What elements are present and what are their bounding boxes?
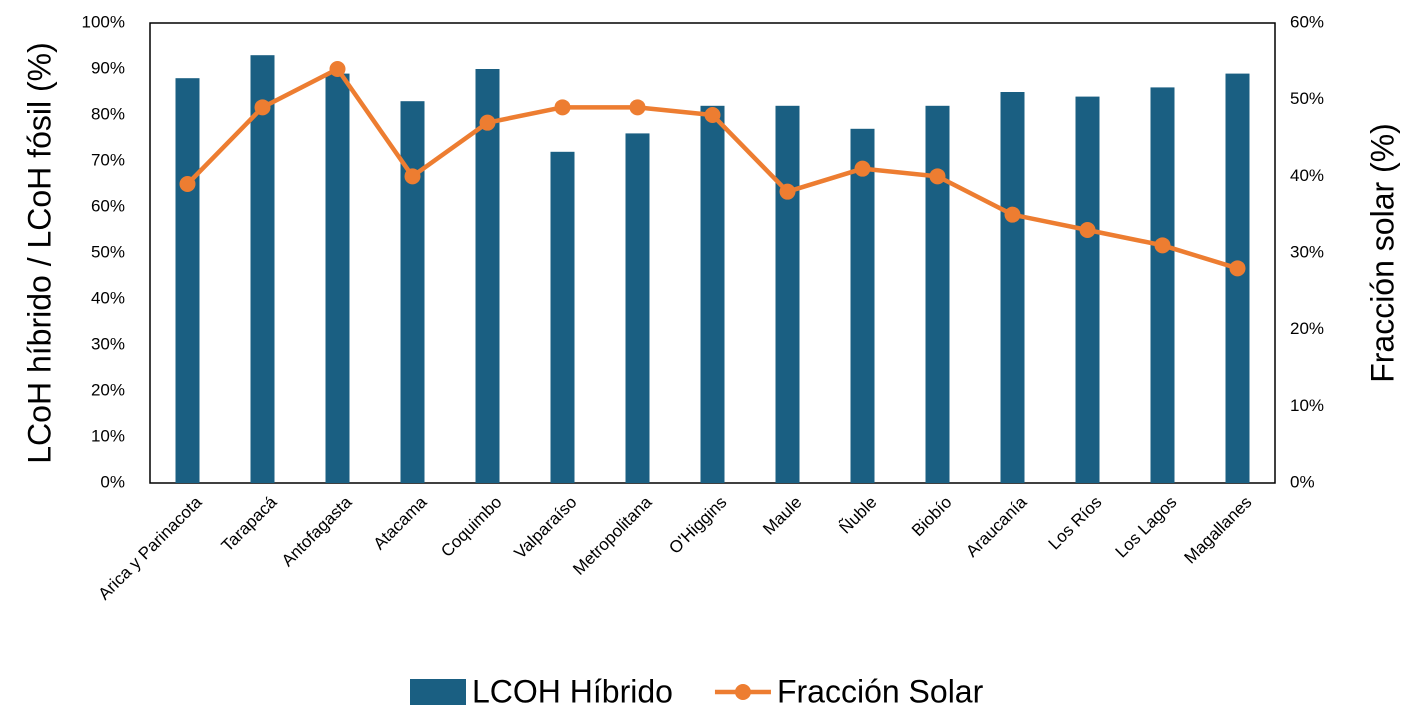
- y-tick-label: 0%: [100, 472, 125, 491]
- y2-tick-label: 20%: [1290, 319, 1324, 338]
- line-marker: [404, 168, 421, 185]
- bar: [1225, 73, 1250, 483]
- x-tick-label: Ñuble: [836, 493, 881, 538]
- y2-tick-label: 60%: [1290, 12, 1324, 31]
- bar: [625, 133, 650, 483]
- x-tick-label: Antofagasta: [278, 492, 356, 570]
- y-tick-label: 70%: [91, 150, 125, 169]
- bar: [925, 105, 950, 484]
- y-tick-label: 100%: [82, 12, 125, 31]
- y-tick-label: 20%: [91, 380, 125, 399]
- line-marker: [629, 99, 646, 116]
- line-marker: [1154, 237, 1171, 254]
- x-tick-label: Coquimbo: [437, 493, 505, 561]
- line-marker: [329, 61, 346, 77]
- line-marker: [854, 160, 871, 177]
- x-tick-label: Atacama: [370, 492, 431, 553]
- bar: [700, 105, 725, 484]
- y2-tick-label: 10%: [1290, 396, 1324, 415]
- y-tick-label: 10%: [91, 426, 125, 445]
- bar: [850, 128, 875, 484]
- y-tick-label: 50%: [91, 242, 125, 261]
- y2-axis-title: Fracción solar (%): [1364, 123, 1400, 383]
- x-tick-label: O'Higgins: [665, 493, 730, 558]
- y-tick-label: 30%: [91, 334, 125, 353]
- x-tick-label: Arica y Parinacota: [95, 492, 206, 603]
- bar: [775, 105, 800, 484]
- y-tick-label: 60%: [91, 196, 125, 215]
- bar: [325, 73, 350, 483]
- y-tick-label: 90%: [91, 58, 125, 77]
- x-tick-label: Araucanía: [962, 492, 1031, 561]
- y-tick-label: 40%: [91, 288, 125, 307]
- bar: [1075, 96, 1100, 483]
- x-tick-label: Los Ríos: [1045, 493, 1106, 554]
- bar: [475, 69, 500, 483]
- bar: [1150, 87, 1175, 484]
- bar: [400, 101, 425, 483]
- line-marker: [479, 114, 496, 131]
- x-tick-label: Biobío: [908, 493, 956, 541]
- line-marker: [254, 99, 271, 116]
- legend-label: LCOH Híbrido: [472, 673, 673, 709]
- line-marker: [704, 107, 721, 123]
- line-marker: [554, 99, 571, 116]
- y-axis-title: LCoH híbrido / LCoH fósil (%): [21, 42, 57, 463]
- line-marker: [1079, 222, 1096, 238]
- x-tick-label: Maule: [759, 493, 805, 539]
- bar: [1000, 92, 1025, 483]
- x-tick-label: Tarapacá: [218, 492, 281, 555]
- line-marker: [929, 168, 946, 185]
- x-tick-label: Valparaíso: [510, 493, 580, 563]
- legend-label: Fracción Solar: [777, 673, 984, 709]
- x-tick-label: Los Lagos: [1112, 493, 1181, 562]
- y2-tick-label: 50%: [1290, 89, 1324, 108]
- y2-tick-label: 40%: [1290, 166, 1324, 185]
- x-tick-label: Metropolitana: [569, 492, 656, 579]
- y2-tick-label: 0%: [1290, 472, 1315, 491]
- x-tick-label: Magallanes: [1181, 493, 1256, 568]
- line-marker: [1004, 206, 1021, 223]
- line-marker: [1229, 260, 1246, 277]
- bar: [175, 78, 200, 483]
- bar: [250, 55, 275, 483]
- y2-tick-label: 30%: [1290, 242, 1324, 261]
- line-marker: [779, 183, 796, 200]
- bar: [550, 151, 575, 484]
- line-marker: [179, 176, 196, 192]
- y-tick-label: 80%: [91, 104, 125, 123]
- legend-marker: [734, 684, 751, 700]
- legend-swatch: [410, 679, 466, 705]
